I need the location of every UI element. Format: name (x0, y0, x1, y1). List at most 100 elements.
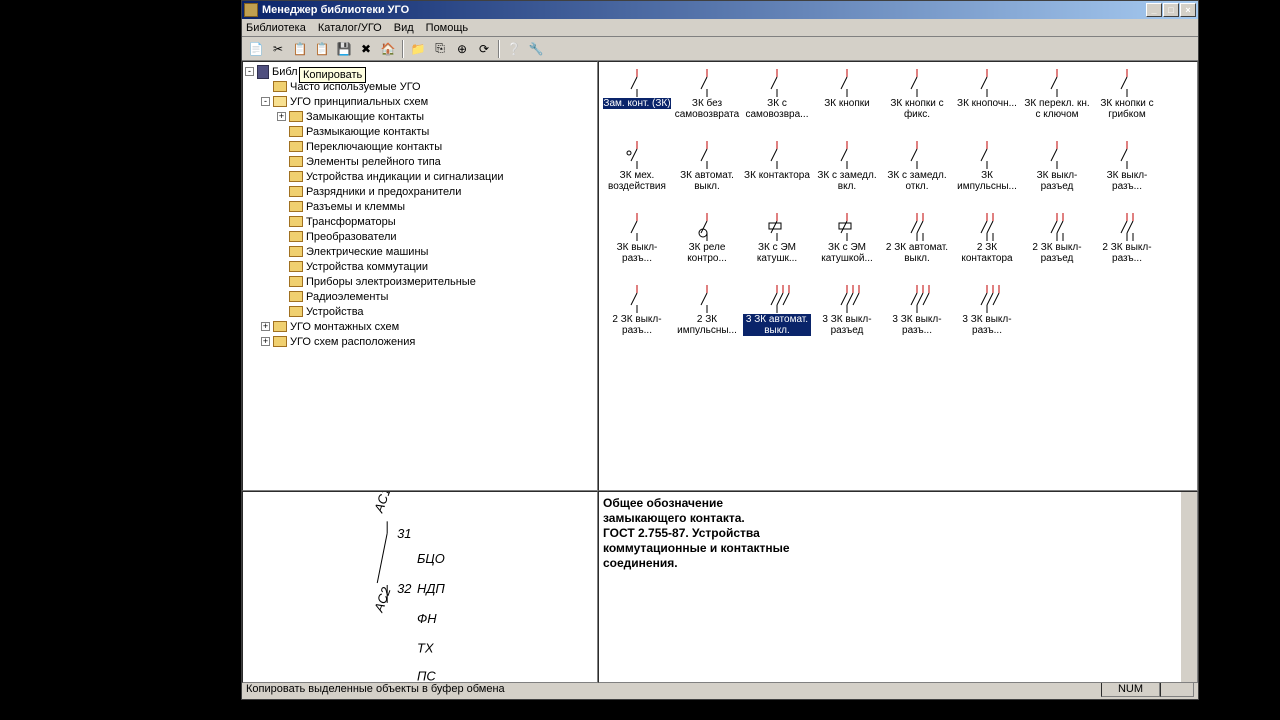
symbol-item[interactable]: ЗК кнопки с фикс. (883, 66, 951, 136)
tree-item[interactable]: Радиоэлементы (245, 289, 595, 304)
symbol-item[interactable]: ЗК без самовозврата (673, 66, 741, 136)
symbol-item[interactable]: ЗК выкл-разъ... (603, 210, 671, 280)
tree-root[interactable]: - Библ (245, 64, 595, 79)
symbol-item[interactable]: ЗК выкл-разъед (1023, 138, 1091, 208)
tree-item[interactable]: - УГО принципиальных схем (245, 94, 595, 109)
symbol-item[interactable]: ЗК кнопки (813, 66, 881, 136)
status-text: Копировать выделенные объекты в буфер об… (246, 683, 1101, 695)
symbol-item[interactable]: 3 ЗК выкл-разъ... (953, 282, 1021, 352)
symbol-label: 3 ЗК выкл-разъ... (953, 314, 1021, 336)
symbol-item[interactable]: ЗК с замедл. вкл. (813, 138, 881, 208)
symbol-item[interactable]: 2 ЗК импульсны... (673, 282, 741, 352)
tree-item-label: Разъемы и клеммы (306, 201, 405, 213)
tree-item[interactable]: Элементы релейного типа (245, 154, 595, 169)
symbol-item[interactable]: 2 ЗК выкл-разъ... (1093, 210, 1161, 280)
toolbar-button-13[interactable]: ❔ (504, 39, 524, 59)
tree-item[interactable]: Преобразователи (245, 229, 595, 244)
symbol-item[interactable]: 2 ЗК выкл-разъ... (603, 282, 671, 352)
tree-item[interactable]: Разрядники и предохранители (245, 184, 595, 199)
preview-panel: AC1 31 БЦО 32 НДП AC2 ФН TX ПС (242, 491, 598, 683)
menu-library[interactable]: Библиотека (246, 22, 306, 34)
symbol-item[interactable]: ЗК с замедл. откл. (883, 138, 951, 208)
symbol-item[interactable]: ЗК импульсны... (953, 138, 1021, 208)
symbol-glyph (687, 282, 727, 314)
symbol-label: ЗК импульсны... (953, 170, 1021, 192)
folder-icon (273, 336, 287, 347)
tree-item[interactable]: Электрические машины (245, 244, 595, 259)
tree-toggle[interactable]: + (261, 322, 270, 331)
symbol-item[interactable]: ЗК с самовозвра... (743, 66, 811, 136)
tree-item[interactable]: +Замыкающие контакты (245, 109, 595, 124)
symbol-item[interactable]: ЗК кнопочн... (953, 66, 1021, 136)
symbol-item[interactable]: ЗК с ЭМ катушк... (743, 210, 811, 280)
symbol-item[interactable]: ЗК выкл-разъ... (1093, 138, 1161, 208)
menu-help[interactable]: Помощь (426, 22, 469, 34)
toolbar-button-0[interactable]: 📄 (246, 39, 266, 59)
description-text: Общее обозначение замыкающего контакта. … (603, 496, 1193, 571)
menu-catalog[interactable]: Каталог/УГО (318, 22, 382, 34)
folder-icon (273, 321, 287, 332)
tree-item-label: УГО принципиальных схем (290, 96, 428, 108)
symbol-label: ЗК выкл-разъ... (1093, 170, 1161, 192)
toolbar-button-1[interactable]: ✂ (268, 39, 288, 59)
symbol-item[interactable]: ЗК контактора (743, 138, 811, 208)
tree-toggle[interactable]: - (261, 97, 270, 106)
folder-icon (289, 156, 303, 167)
tree-toggle[interactable]: + (277, 112, 286, 121)
symbol-item[interactable]: 3 ЗК выкл-разъед (813, 282, 881, 352)
symbol-item[interactable]: 2 ЗК контактора (953, 210, 1021, 280)
toolbar-button-6[interactable]: 🏠 (378, 39, 398, 59)
toolbar-button-11[interactable]: ⟳ (474, 39, 494, 59)
tree-item[interactable]: Разъемы и клеммы (245, 199, 595, 214)
symbol-item[interactable]: 2 ЗК автомат. выкл. (883, 210, 951, 280)
tree-item[interactable]: + УГО монтажных схем (245, 319, 595, 334)
menu-view[interactable]: Вид (394, 22, 414, 34)
tree-item[interactable]: +УГО схем расположения (245, 334, 595, 349)
close-button[interactable]: × (1180, 3, 1196, 17)
symbol-item[interactable]: ЗК мех. воздействия (603, 138, 671, 208)
toolbar-button-14[interactable]: 🔧 (526, 39, 546, 59)
tree-item[interactable]: Часто используемые УГО (245, 79, 595, 94)
tree-item[interactable]: Устройства коммутации (245, 259, 595, 274)
tree-item-label: Радиоэлементы (306, 291, 388, 303)
toolbar-button-9[interactable]: ⎘ (430, 39, 450, 59)
symbol-item[interactable]: Зам. конт. (ЗК) (603, 66, 671, 136)
tree-item[interactable]: Трансформаторы (245, 214, 595, 229)
tree-toggle[interactable]: - (245, 67, 254, 76)
maximize-button[interactable]: □ (1163, 3, 1179, 17)
tree-item-label: УГО монтажных схем (290, 321, 399, 333)
toolbar: 📄✂📋📋💾✖🏠📁⎘⊕⟳❔🔧 (242, 37, 1198, 61)
tree-item[interactable]: Размыкающие контакты (245, 124, 595, 139)
symbol-label: 3 ЗК автомат. выкл. (743, 314, 811, 336)
toolbar-button-3[interactable]: 📋 (312, 39, 332, 59)
toolbar-button-10[interactable]: ⊕ (452, 39, 472, 59)
symbol-label: ЗК без самовозврата (673, 98, 741, 120)
symbol-glyph (827, 138, 867, 170)
tree-item[interactable]: Устройства (245, 304, 595, 319)
toolbar-button-8[interactable]: 📁 (408, 39, 428, 59)
symbol-item[interactable]: ЗК с ЭМ катушкой... (813, 210, 881, 280)
tree-toggle[interactable]: + (261, 337, 270, 346)
symbol-label: ЗК выкл-разъед (1023, 170, 1091, 192)
folder-icon (289, 171, 303, 182)
symbol-glyph (757, 138, 797, 170)
symbol-item[interactable]: 3 ЗК выкл-разъ... (883, 282, 951, 352)
symbol-item[interactable]: ЗК реле контро... (673, 210, 741, 280)
symbol-item[interactable]: 3 ЗК автомат. выкл. (743, 282, 811, 352)
toolbar-button-4[interactable]: 💾 (334, 39, 354, 59)
tree-item-label: Размыкающие контакты (306, 126, 429, 138)
minimize-button[interactable]: _ (1146, 3, 1162, 17)
toolbar-button-2[interactable]: 📋 (290, 39, 310, 59)
symbol-glyph (757, 282, 797, 314)
scrollbar[interactable] (1181, 492, 1197, 682)
tree-item[interactable]: Приборы электроизмерительные (245, 274, 595, 289)
tree-item[interactable]: Переключающие контакты (245, 139, 595, 154)
tree-item[interactable]: Устройства индикации и сигнализации (245, 169, 595, 184)
toolbar-button-5[interactable]: ✖ (356, 39, 376, 59)
titlebar[interactable]: Менеджер библиотеки УГО _ □ × (242, 1, 1198, 19)
symbol-item[interactable]: ЗК кнопки с грибком (1093, 66, 1161, 136)
svg-text:БЦО: БЦО (417, 551, 445, 566)
symbol-item[interactable]: ЗК автомат. выкл. (673, 138, 741, 208)
symbol-item[interactable]: ЗК перекл. кн. с ключом (1023, 66, 1091, 136)
symbol-item[interactable]: 2 ЗК выкл-разъед (1023, 210, 1091, 280)
